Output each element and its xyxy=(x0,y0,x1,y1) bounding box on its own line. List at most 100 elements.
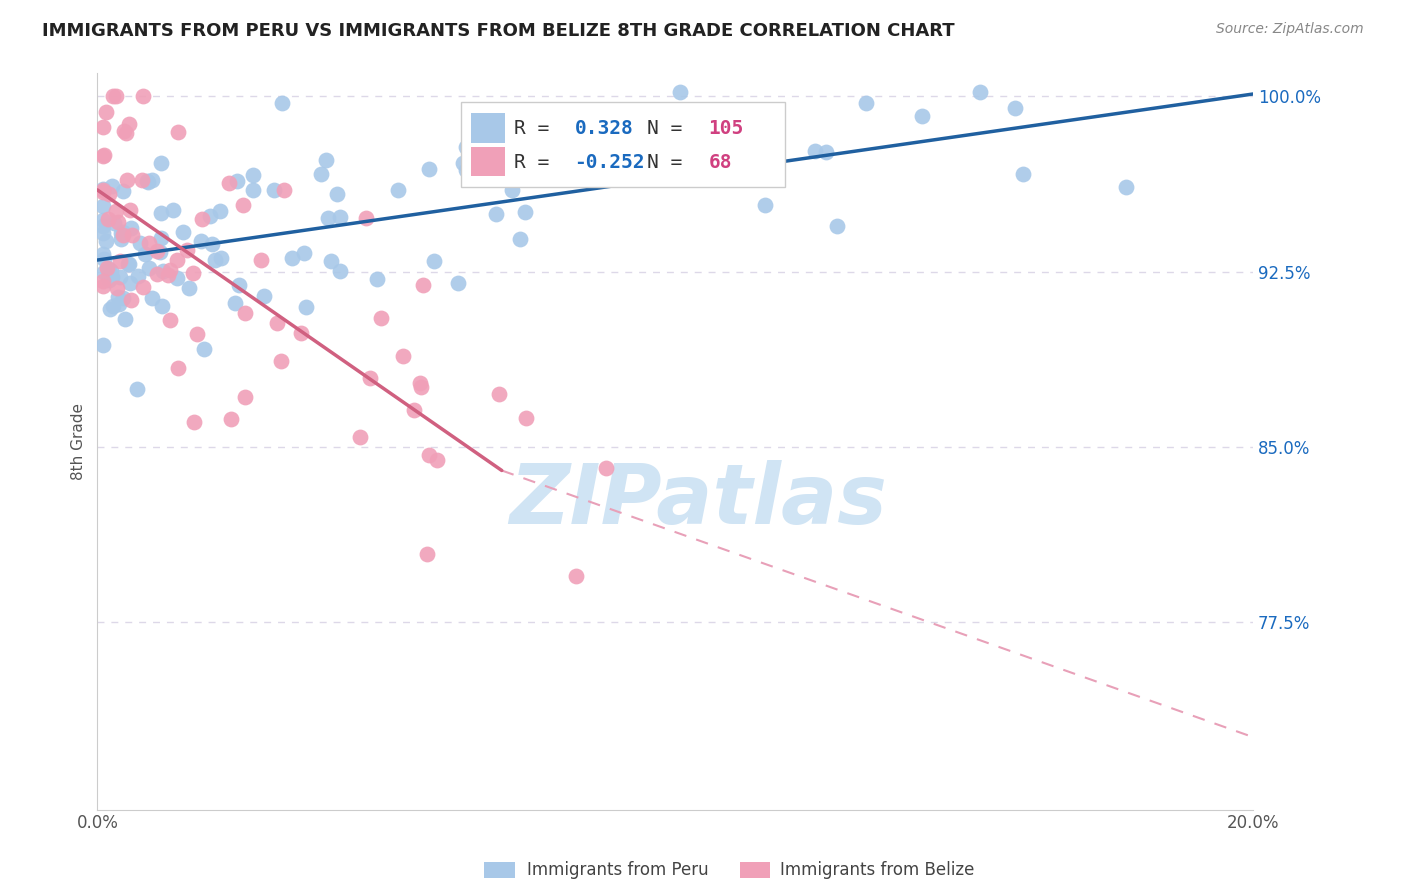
Point xyxy=(198,209,221,223)
Point xyxy=(825,219,848,233)
Point xyxy=(253,288,276,302)
Point xyxy=(103,89,125,103)
Point xyxy=(392,349,415,363)
Point xyxy=(366,271,388,285)
Point xyxy=(328,264,350,278)
Point xyxy=(138,235,160,250)
FancyBboxPatch shape xyxy=(471,113,505,143)
Text: ZIPatlas: ZIPatlas xyxy=(509,459,887,541)
Point xyxy=(141,173,163,187)
Text: Source: ZipAtlas.com: Source: ZipAtlas.com xyxy=(1216,22,1364,37)
Point xyxy=(141,291,163,305)
Point xyxy=(669,85,692,99)
Point xyxy=(98,262,121,277)
Point xyxy=(97,267,120,281)
Point xyxy=(132,280,155,294)
Point xyxy=(233,306,256,320)
Point xyxy=(208,203,231,218)
Point xyxy=(97,186,120,201)
Point xyxy=(295,301,318,315)
Point xyxy=(131,172,153,186)
Point xyxy=(370,311,392,326)
Point xyxy=(91,219,114,233)
Text: 0.328: 0.328 xyxy=(575,119,633,137)
Text: IMMIGRANTS FROM PERU VS IMMIGRANTS FROM BELIZE 8TH GRADE CORRELATION CHART: IMMIGRANTS FROM PERU VS IMMIGRANTS FROM … xyxy=(42,22,955,40)
Point xyxy=(110,232,132,246)
Point xyxy=(290,326,312,340)
Point xyxy=(470,132,492,146)
Point xyxy=(316,211,339,226)
Point xyxy=(112,124,135,138)
Point xyxy=(166,125,188,139)
Point xyxy=(118,276,141,290)
Point xyxy=(104,203,127,218)
Point xyxy=(100,179,122,194)
Point xyxy=(97,269,120,284)
Point xyxy=(148,245,170,260)
Point xyxy=(595,460,617,475)
Point xyxy=(96,234,118,248)
Point xyxy=(136,175,159,189)
Point xyxy=(127,268,149,283)
Point xyxy=(125,382,148,396)
Point xyxy=(309,168,332,182)
Point xyxy=(488,387,510,401)
Point xyxy=(242,183,264,197)
Point xyxy=(145,244,167,258)
Point xyxy=(166,252,188,267)
Point xyxy=(349,429,371,443)
Point xyxy=(115,173,138,187)
Point xyxy=(1012,167,1035,181)
Point xyxy=(418,162,440,177)
Text: R =: R = xyxy=(515,119,550,137)
Point xyxy=(319,253,342,268)
Point xyxy=(101,299,124,313)
Point xyxy=(93,252,115,266)
Point xyxy=(156,268,179,282)
Point xyxy=(149,206,172,220)
Point xyxy=(1115,179,1137,194)
Point xyxy=(515,411,537,425)
Point xyxy=(111,184,134,198)
Text: 105: 105 xyxy=(709,119,744,137)
Point xyxy=(111,227,134,242)
Point xyxy=(91,274,114,288)
Point xyxy=(98,302,121,317)
Point xyxy=(224,296,246,310)
Point xyxy=(93,265,115,279)
Point xyxy=(96,260,118,275)
Point xyxy=(114,126,136,140)
Point xyxy=(91,198,114,212)
Point xyxy=(186,326,208,341)
Point xyxy=(513,204,536,219)
Point xyxy=(177,281,200,295)
Point xyxy=(814,145,837,159)
Text: Immigrants from Belize: Immigrants from Belize xyxy=(780,861,974,879)
Point xyxy=(110,227,132,241)
Point xyxy=(98,273,121,287)
Point xyxy=(418,448,440,462)
Point xyxy=(91,247,114,261)
Point xyxy=(132,89,155,103)
Point xyxy=(150,299,173,313)
Point xyxy=(110,269,132,284)
Point xyxy=(107,215,129,229)
Point xyxy=(273,183,295,197)
Point xyxy=(412,278,434,293)
Point xyxy=(242,169,264,183)
Point xyxy=(118,257,141,271)
Point xyxy=(91,181,114,195)
Text: R =: R = xyxy=(515,153,550,172)
Point xyxy=(233,390,256,404)
Point xyxy=(354,211,377,225)
Point xyxy=(136,174,159,188)
Text: -0.252: -0.252 xyxy=(575,153,645,172)
Point xyxy=(111,225,134,239)
Point xyxy=(91,149,114,163)
Point xyxy=(804,144,827,158)
Point xyxy=(107,290,129,304)
Point xyxy=(183,415,205,429)
Point xyxy=(270,354,292,368)
Point xyxy=(270,96,292,111)
Point xyxy=(501,183,523,197)
